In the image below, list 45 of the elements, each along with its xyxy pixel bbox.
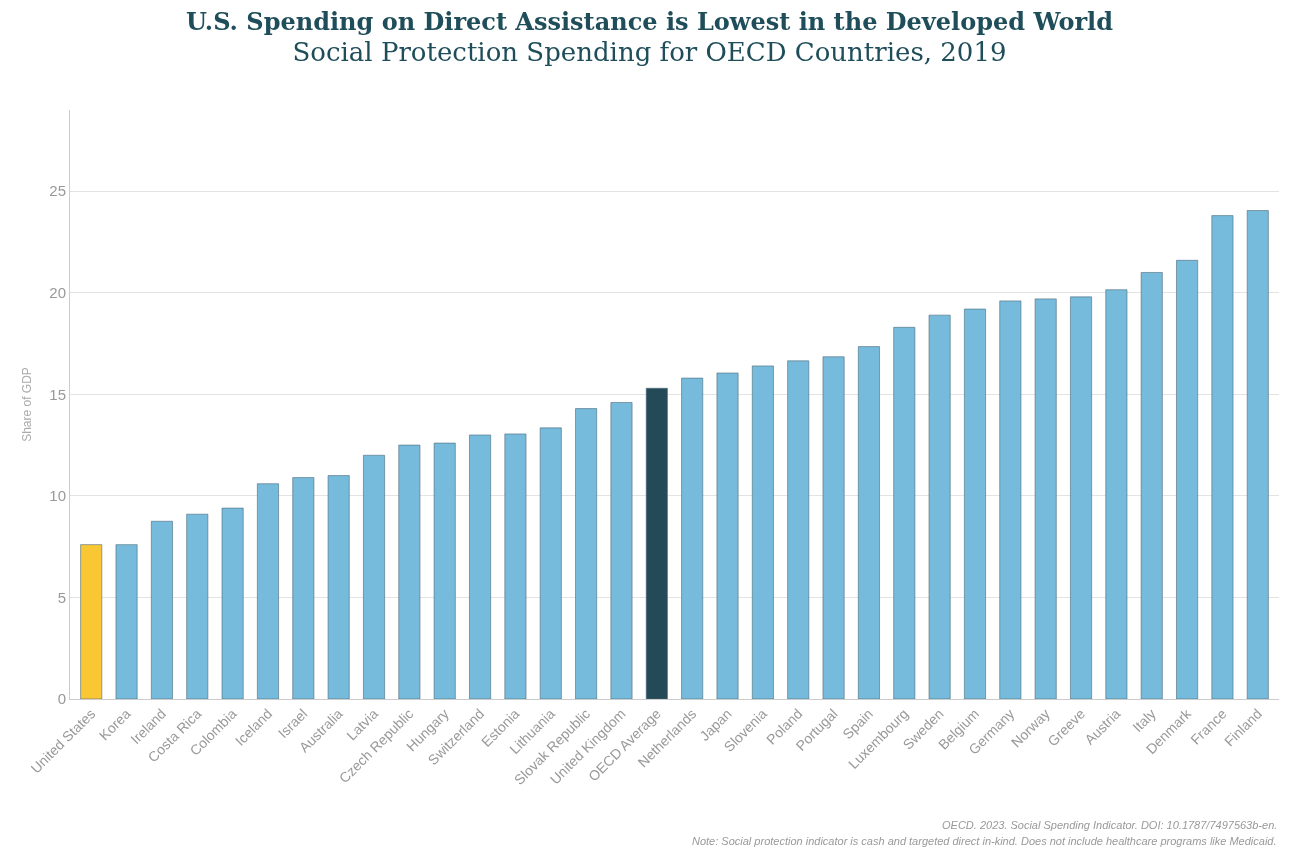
bar <box>928 314 951 699</box>
bar <box>575 408 598 699</box>
bar <box>787 360 810 699</box>
y-tick-label: 20 <box>49 284 66 302</box>
bar <box>645 387 668 699</box>
bar <box>115 544 138 699</box>
bar <box>469 434 491 699</box>
bar <box>716 372 739 699</box>
y-tick-label: 15 <box>49 385 66 403</box>
chart-subtitle: Social Protection Spending for OECD Countries, 2019 <box>292 36 1007 67</box>
y-tick-label: 0 <box>57 690 66 708</box>
y-tick-label: 5 <box>57 588 66 606</box>
bar <box>1105 289 1128 699</box>
bar <box>822 356 845 699</box>
y-tick-label: 25 <box>49 182 66 200</box>
bar <box>964 308 986 699</box>
bar <box>221 507 244 699</box>
bar <box>292 477 315 699</box>
bar <box>751 365 774 699</box>
bar <box>363 454 385 699</box>
bar <box>1211 215 1234 699</box>
bar <box>1070 296 1092 699</box>
bar <box>999 300 1022 699</box>
y-tick-label: 10 <box>49 487 66 505</box>
chart-title: U.S. Spending on Direct Assistance is Lowest in the Developed World <box>186 6 1114 36</box>
y-axis-title: Share of GDP <box>19 367 34 442</box>
bar <box>151 520 173 699</box>
text: OECD. 2023. Social Spending Indicator. DOI: 10.1787/7497563b-en. <box>942 819 1278 831</box>
bar <box>1034 298 1057 699</box>
bar <box>80 544 103 699</box>
bar <box>681 377 704 699</box>
bar <box>257 483 279 699</box>
bar <box>610 402 633 699</box>
text: Note: Social protection indicator is cash and targeted direct in-kind. Does not include healthcare programs like Medicaid. <box>692 835 1277 847</box>
bar <box>1176 260 1198 699</box>
bar <box>186 513 209 699</box>
bar <box>433 442 456 699</box>
bar <box>327 475 350 699</box>
bar <box>504 433 527 699</box>
bar <box>539 427 562 699</box>
bar <box>858 346 880 699</box>
bar <box>1140 272 1163 699</box>
bar <box>398 444 421 699</box>
bar <box>893 327 916 699</box>
bar <box>1246 210 1269 699</box>
